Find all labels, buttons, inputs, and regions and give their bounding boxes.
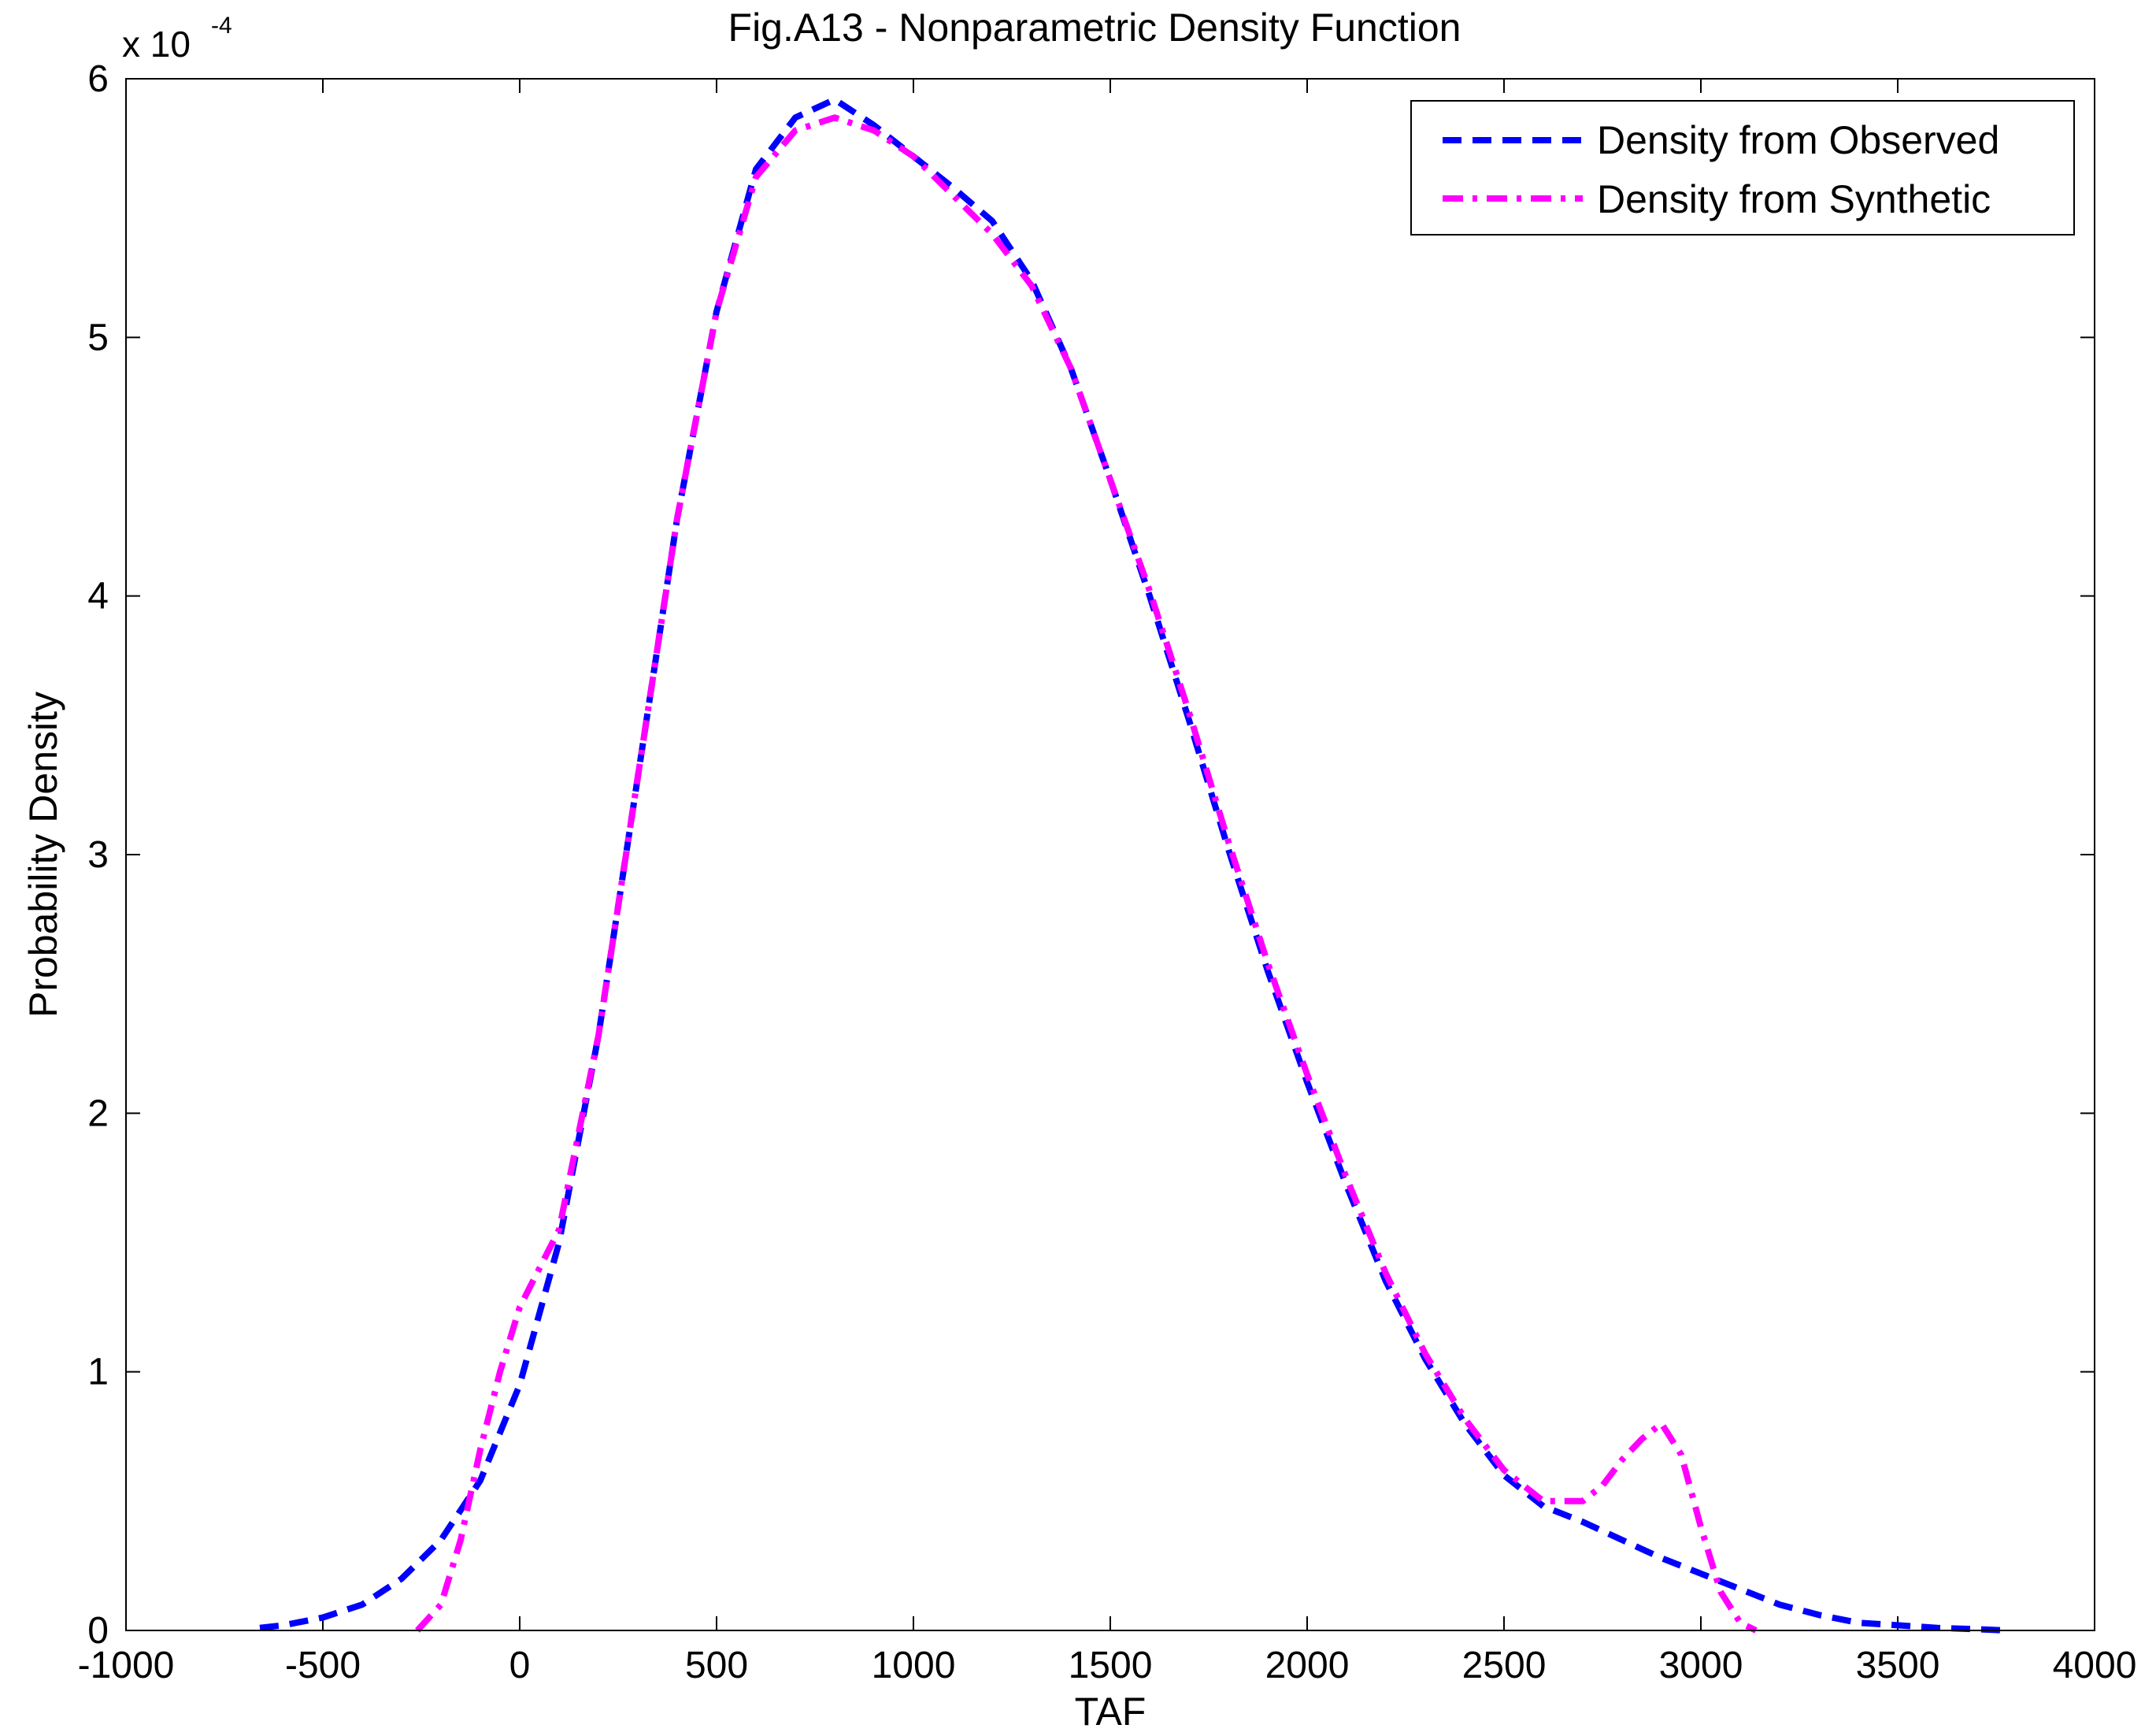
y-tick-label: 6 [87,58,109,100]
x-tick-label: 500 [685,1645,748,1686]
y-axis-label: Probability Density [21,692,65,1018]
x-tick-label: -500 [285,1645,361,1686]
y-tick-label: 5 [87,317,109,358]
x-tick-label: 0 [509,1645,531,1686]
y-tick-label: 0 [87,1610,109,1652]
y-multiplier-base: x 10 [122,24,191,65]
legend-label-synthetic: Density from Synthetic [1597,177,1991,221]
x-axis-label: TAF [1075,1690,1147,1734]
y-tick-label: 1 [87,1352,109,1393]
x-tick-label: 2500 [1462,1645,1547,1686]
plot-frame [125,78,2095,1631]
legend: Density from Observed Density from Synth… [1410,100,2075,236]
x-axis-ticks: -1000 -500 0 500 1000 1500 2000 2500 3000 3500 400… [78,79,2137,1686]
y-tick-label: 4 [87,576,109,618]
x-tick-label: 3500 [1856,1645,1940,1686]
y-axis-ticks: 0 1 2 3 4 5 6 [87,58,2095,1652]
x-tick-label: 1500 [1069,1645,1153,1686]
x-tick-label: 2000 [1265,1645,1350,1686]
x-tick-label: 1000 [872,1645,956,1686]
chart-title: Fig.A13 - Nonparametric Density Function [728,6,1461,50]
x-tick-label: 4000 [2053,1645,2137,1686]
y-multiplier-exponent: -4 [211,13,232,39]
y-tick-label: 3 [87,834,109,876]
x-tick-label: 3000 [1659,1645,1743,1686]
series-line-synthetic [415,114,1758,1634]
series-layer [259,96,2009,1634]
plot-area [126,79,2095,1630]
y-tick-label: 2 [87,1092,109,1134]
legend-box [1410,100,2075,236]
y-multiplier: x 10 -4 [122,13,232,65]
legend-label-observed: Density from Observed [1597,118,1999,162]
x-tick-label: -1000 [78,1645,175,1686]
